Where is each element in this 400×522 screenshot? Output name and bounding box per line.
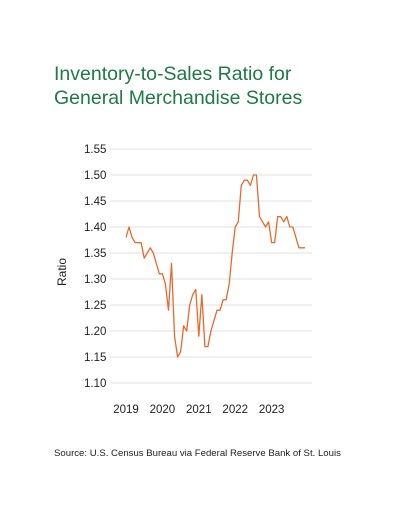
data-point (270, 241, 272, 243)
data-point (170, 262, 172, 264)
y-tick-label: 1.35 (84, 248, 106, 260)
data-point (146, 252, 148, 254)
data-point (158, 273, 160, 275)
data-point (210, 330, 212, 332)
data-point (161, 273, 163, 275)
data-point (276, 215, 278, 217)
data-point (189, 304, 191, 306)
x-tick-label: 2023 (259, 404, 285, 416)
x-axis-ticks: 2019 2020 2021 2022 2023 (113, 404, 284, 416)
data-point (225, 299, 227, 301)
data-point (286, 215, 288, 217)
data-point (198, 335, 200, 337)
data-point (267, 221, 269, 223)
y-tick-label: 1.30 (84, 274, 106, 286)
y-tick-label: 1.20 (84, 326, 106, 338)
data-point (252, 174, 254, 176)
y-tick-label: 1.40 (84, 222, 106, 234)
gridlines (110, 148, 312, 384)
chart-title: Inventory-to-Sales Ratio for General Mer… (54, 62, 374, 110)
data-point (131, 236, 133, 238)
data-point (216, 309, 218, 311)
data-point (231, 252, 233, 254)
data-point (173, 335, 175, 337)
data-point (213, 319, 215, 321)
data-point (185, 330, 187, 332)
data-point (125, 236, 127, 238)
data-point (255, 174, 257, 176)
data-point (273, 241, 275, 243)
data-points (125, 174, 306, 358)
data-point (152, 252, 154, 254)
data-point (258, 215, 260, 217)
data-point (204, 345, 206, 347)
data-point (207, 345, 209, 347)
chart-title-line-2: General Merchandise Stores (54, 87, 303, 109)
data-point (249, 184, 251, 186)
y-tick-label: 1.50 (84, 170, 106, 182)
data-point (176, 356, 178, 358)
data-point (201, 293, 203, 295)
data-point (292, 226, 294, 228)
data-point (137, 241, 139, 243)
data-point (264, 226, 266, 228)
y-tick-label: 1.45 (84, 196, 106, 208)
y-tick-label: 1.10 (84, 378, 106, 390)
y-axis-label: Ratio (55, 258, 69, 286)
data-point (295, 236, 297, 238)
y-tick-label: 1.15 (84, 352, 106, 364)
y-tick-label: 1.55 (84, 144, 106, 156)
data-point (301, 247, 303, 249)
data-point (164, 283, 166, 285)
data-point (182, 325, 184, 327)
data-point (237, 221, 239, 223)
x-tick-label: 2021 (186, 404, 212, 416)
data-point (261, 221, 263, 223)
data-point (128, 226, 130, 228)
data-point (228, 283, 230, 285)
data-point (149, 247, 151, 249)
data-point (240, 184, 242, 186)
data-point (143, 257, 145, 259)
data-point (179, 351, 181, 353)
data-point (234, 226, 236, 228)
data-point (283, 221, 285, 223)
data-point (289, 226, 291, 228)
data-point (219, 309, 221, 311)
y-tick-label: 1.25 (84, 300, 106, 312)
data-point (222, 299, 224, 301)
data-point (155, 262, 157, 264)
data-point (192, 293, 194, 295)
data-point (304, 247, 306, 249)
chart-title-line-1: Inventory-to-Sales Ratio for (54, 63, 292, 85)
data-point (167, 309, 169, 311)
data-point (280, 215, 282, 217)
data-point (243, 179, 245, 181)
y-axis-ticks: 1.10 1.15 1.20 1.25 1.30 1.35 1.40 1.45 1.50 1.55 (84, 144, 106, 390)
data-point (246, 179, 248, 181)
data-point (298, 247, 300, 249)
x-tick-label: 2019 (113, 404, 139, 416)
source-note: Source: U.S. Census Bureau via Federal R… (54, 448, 341, 459)
x-tick-label: 2022 (222, 404, 248, 416)
data-point (134, 241, 136, 243)
data-point (140, 241, 142, 243)
data-point (195, 288, 197, 290)
series-line (125, 174, 305, 358)
x-tick-label: 2020 (150, 404, 176, 416)
